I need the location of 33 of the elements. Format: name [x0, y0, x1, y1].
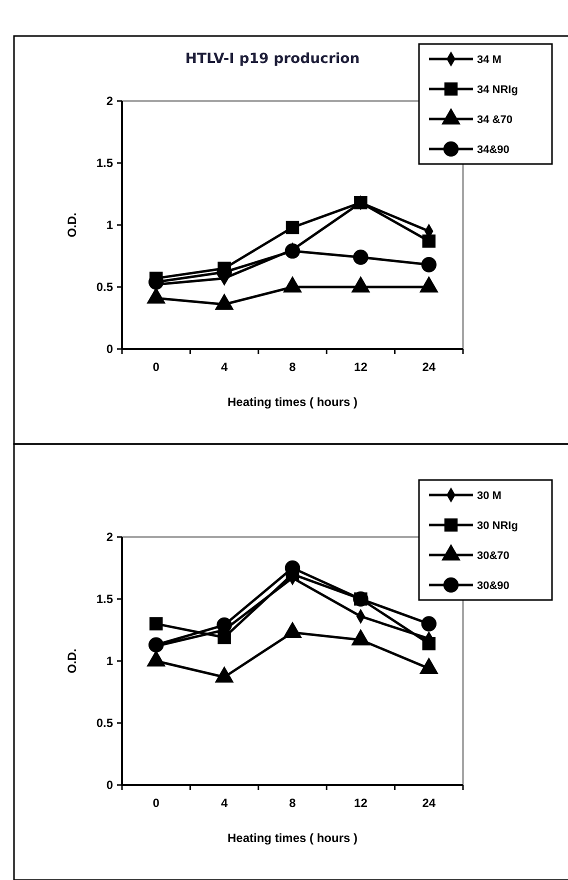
- legend-label: 34 NRIg: [477, 84, 518, 96]
- x-tick-label: 12: [354, 796, 368, 810]
- x-tick-label: 0: [152, 796, 160, 810]
- y-tick-label: 1.5: [96, 592, 114, 606]
- x-tick-label: 24: [422, 796, 436, 810]
- y-tick-label: 1.5: [96, 156, 114, 170]
- legend-label: 34&90: [477, 144, 510, 156]
- x-tick-label: 8: [289, 360, 296, 374]
- legend-label: 34 M: [477, 54, 502, 66]
- y-axis-title: O.D.: [65, 648, 79, 674]
- y-tick-label: 0: [106, 342, 114, 356]
- x-tick-label: 24: [422, 360, 436, 374]
- y-tick-label: 0: [106, 778, 114, 792]
- legend-label: 34 &70: [477, 114, 512, 126]
- y-tick-label: 0.5: [96, 280, 114, 294]
- x-tick-label: 4: [220, 360, 228, 374]
- legend-label: 30&70: [477, 550, 510, 562]
- x-tick-label: 4: [220, 796, 228, 810]
- x-axis-title: Heating times ( hours ): [227, 831, 358, 845]
- legend-label: 30 M: [477, 490, 502, 502]
- y-tick-label: 1: [106, 654, 114, 668]
- y-tick-label: 2: [106, 94, 114, 108]
- x-tick-label: 12: [354, 360, 368, 374]
- x-tick-label: 0: [152, 360, 160, 374]
- x-axis-title: Heating times ( hours ): [227, 395, 358, 409]
- y-tick-label: 0.5: [96, 716, 114, 730]
- x-tick-label: 8: [289, 796, 296, 810]
- y-tick-label: 2: [106, 530, 114, 544]
- y-axis-title: O.D.: [65, 212, 79, 238]
- y-tick-label: 1: [106, 218, 114, 232]
- legend-label: 30 NRIg: [477, 520, 518, 532]
- chart-title: HTLV-I p19 producrion: [185, 51, 360, 67]
- legend-label: 30&90: [477, 580, 510, 592]
